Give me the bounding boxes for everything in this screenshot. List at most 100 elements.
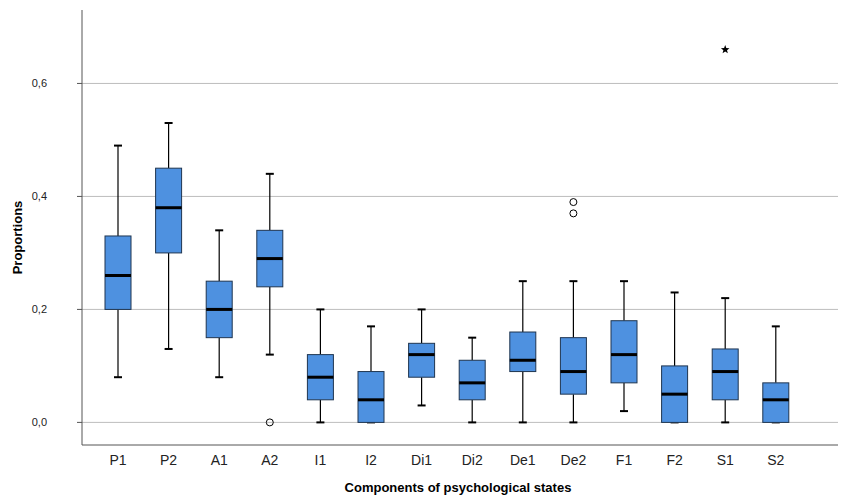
whisker-cap-lower [519, 421, 527, 423]
median [763, 398, 789, 401]
y-tick [77, 422, 82, 423]
x-tick-label: S1 [717, 452, 734, 468]
box [560, 338, 586, 394]
x-tick-label: I2 [365, 452, 377, 468]
median [662, 393, 688, 396]
x-tick-label: S2 [767, 452, 784, 468]
whisker-lower [320, 400, 321, 423]
median [257, 257, 283, 260]
x-tick-label: De1 [510, 452, 536, 468]
median [560, 370, 586, 373]
extreme [721, 45, 730, 53]
whisker-cap-lower [316, 421, 324, 423]
box [459, 360, 485, 400]
whisker-lower [573, 394, 574, 422]
whisker-lower [522, 372, 523, 423]
x-tick-label: P1 [109, 452, 126, 468]
y-tick [77, 196, 82, 197]
whisker-upper [725, 298, 726, 349]
x-axis [82, 445, 838, 446]
whisker-cap-lower [114, 376, 122, 378]
whisker-upper [623, 281, 624, 321]
outlier [570, 210, 577, 217]
y-axis [82, 10, 83, 445]
x-tick-label: A2 [261, 452, 278, 468]
whisker-upper [370, 326, 371, 371]
whisker-cap-upper [569, 280, 577, 282]
whisker-cap-lower [721, 421, 729, 423]
whisker-cap-lower [620, 410, 628, 412]
whisker-upper [674, 292, 675, 365]
box [257, 230, 283, 286]
whisker-cap-upper [671, 291, 679, 293]
whisker-cap-lower [468, 421, 476, 423]
whisker-lower [269, 287, 270, 355]
whisker-cap-upper [519, 280, 527, 282]
whisker-lower [421, 377, 422, 405]
box [712, 349, 738, 400]
whisker-lower [117, 309, 118, 377]
whisker-cap-upper [114, 145, 122, 147]
median [156, 206, 182, 209]
whisker-cap-upper [772, 325, 780, 327]
whisker-cap-upper [316, 308, 324, 310]
median [712, 370, 738, 373]
whisker-upper [573, 281, 574, 337]
box [662, 366, 688, 422]
x-tick-label: A1 [211, 452, 228, 468]
median [206, 308, 232, 311]
grid-line [82, 309, 838, 310]
x-tick-label: I1 [315, 452, 327, 468]
whisker-cap-upper [367, 325, 375, 327]
whisker-cap-upper [418, 308, 426, 310]
whisker-lower [623, 383, 624, 411]
whisker-cap-upper [721, 297, 729, 299]
box [105, 236, 131, 309]
median [358, 398, 384, 401]
whisker-upper [269, 174, 270, 230]
whisker-cap-lower [569, 421, 577, 423]
whisker-cap-lower [165, 348, 173, 350]
box [156, 168, 182, 253]
box [206, 281, 232, 337]
box [307, 355, 333, 400]
y-axis-title: Proportions [10, 201, 25, 275]
whisker-cap-upper [468, 337, 476, 339]
y-tick [77, 83, 82, 84]
whisker-upper [775, 326, 776, 382]
plot-area [105, 45, 789, 426]
whisker-upper [219, 230, 220, 281]
whisker-upper [117, 146, 118, 236]
y-tick [77, 309, 82, 310]
median [409, 353, 435, 356]
outlier [570, 199, 577, 206]
box [611, 321, 637, 383]
x-tick-label: Di2 [462, 452, 483, 468]
grid-line [82, 422, 838, 423]
whisker-upper [168, 123, 169, 168]
whisker-lower [168, 253, 169, 349]
whisker-cap-lower [215, 376, 223, 378]
grid-line [82, 196, 838, 197]
median [510, 359, 536, 362]
chart: 0,00,20,40,6P1P2A1A2I1I2Di1Di2De1De2F1F2… [0, 0, 851, 501]
x-tick-label: Di1 [411, 452, 432, 468]
y-tick-label: 0,4 [32, 190, 47, 202]
y-tick-label: 0,6 [32, 77, 47, 89]
box [358, 372, 384, 423]
whisker-upper [522, 281, 523, 332]
box [763, 383, 789, 423]
whisker-cap-upper [215, 229, 223, 231]
y-tick-label: 0,0 [32, 416, 47, 428]
whisker-upper [472, 338, 473, 361]
whisker-lower [725, 400, 726, 423]
median [307, 376, 333, 379]
whisker-upper [421, 309, 422, 343]
whisker-lower [219, 338, 220, 378]
y-tick-label: 0,2 [32, 303, 47, 315]
whisker-cap-lower [418, 404, 426, 406]
whisker-cap-upper [620, 280, 628, 282]
median [105, 274, 131, 277]
median [611, 353, 637, 356]
box [510, 332, 536, 372]
